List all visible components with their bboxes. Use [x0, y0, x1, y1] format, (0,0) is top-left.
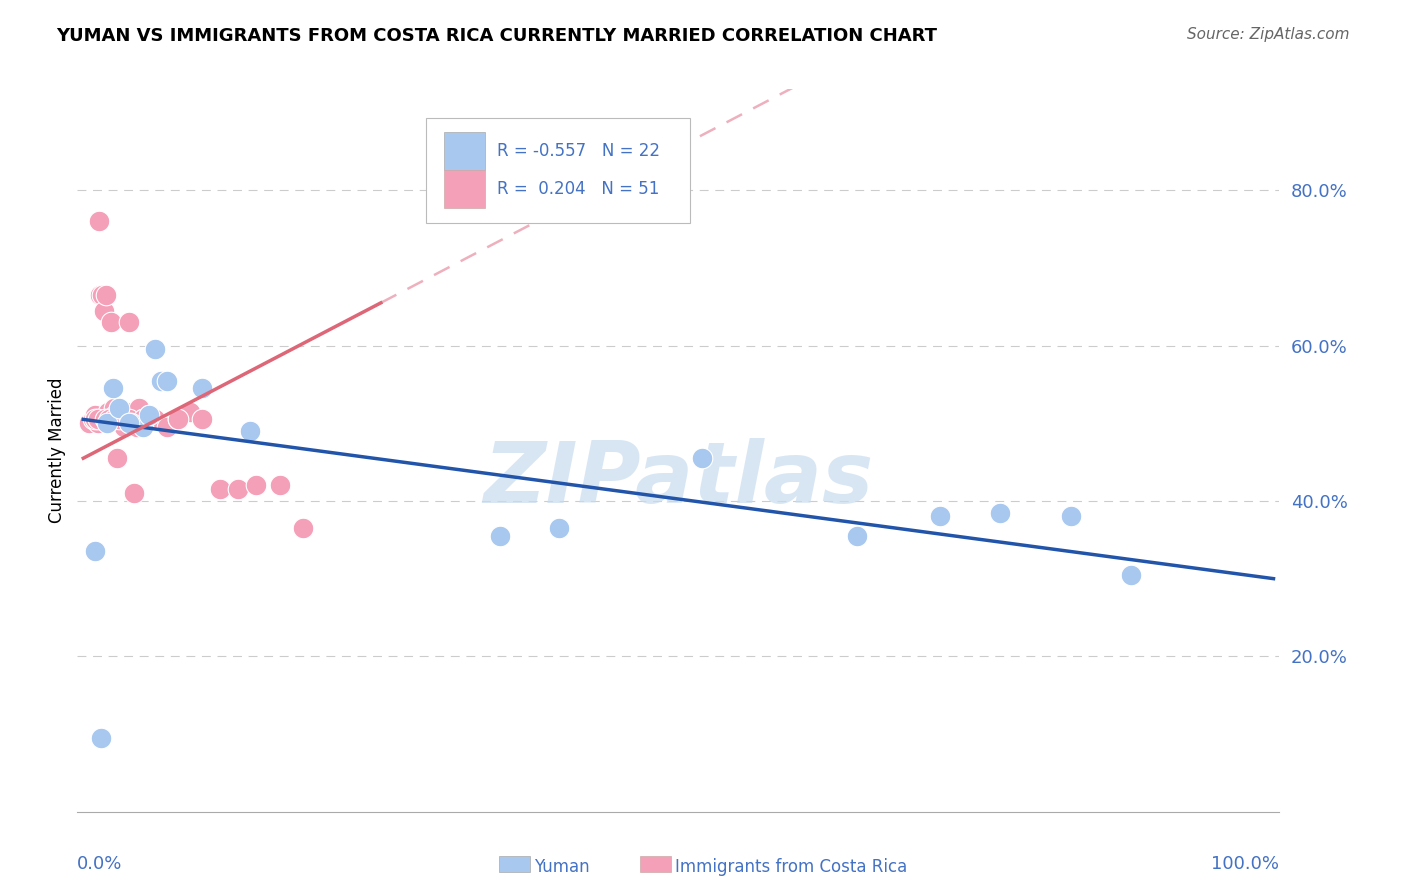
Point: [100, 315, 122, 329]
Point: [101, 412, 124, 426]
Point: [101, 381, 124, 395]
FancyBboxPatch shape: [444, 170, 485, 208]
Point: [179, 404, 201, 418]
Point: [125, 420, 148, 434]
Point: [124, 486, 146, 500]
Point: [110, 409, 132, 423]
Point: [108, 404, 131, 418]
Point: [132, 420, 155, 434]
Point: [93, 412, 115, 426]
Point: [84, 409, 107, 423]
Point: [98, 412, 121, 426]
Point: [120, 417, 142, 431]
Point: [929, 509, 952, 524]
Point: [138, 409, 160, 423]
Point: [103, 412, 125, 426]
Point: [97, 404, 120, 418]
Point: [1119, 567, 1142, 582]
Point: [239, 424, 262, 438]
Point: [91, 288, 114, 302]
Point: [90, 412, 112, 426]
Point: [143, 343, 166, 357]
Point: [117, 417, 139, 431]
Point: [988, 506, 1011, 520]
Text: R =  0.204   N = 51: R = 0.204 N = 51: [496, 180, 659, 198]
Point: [128, 401, 150, 415]
Point: [138, 409, 160, 423]
Text: ZIPatlas: ZIPatlas: [484, 438, 873, 521]
Point: [93, 412, 115, 426]
Point: [292, 521, 315, 535]
Text: 100.0%: 100.0%: [1212, 855, 1279, 873]
Point: [132, 412, 155, 426]
Text: Source: ZipAtlas.com: Source: ZipAtlas.com: [1187, 27, 1350, 42]
FancyBboxPatch shape: [426, 118, 690, 223]
Point: [86, 412, 108, 426]
Point: [107, 409, 129, 423]
Point: [115, 404, 138, 418]
Point: [155, 420, 177, 434]
Point: [143, 412, 166, 426]
Point: [548, 521, 571, 535]
Point: [112, 420, 135, 434]
Point: [209, 483, 232, 497]
Point: [226, 483, 249, 497]
Point: [98, 412, 121, 426]
Point: [149, 374, 172, 388]
Point: [1060, 509, 1083, 524]
Point: [690, 451, 713, 466]
Text: Immigrants from Costa Rica: Immigrants from Costa Rica: [675, 858, 907, 876]
Point: [87, 214, 110, 228]
Point: [101, 409, 124, 423]
Point: [108, 412, 131, 426]
Point: [132, 412, 155, 426]
Point: [96, 417, 118, 431]
Point: [90, 731, 112, 745]
Point: [489, 529, 512, 543]
Point: [117, 315, 139, 329]
Point: [120, 412, 142, 426]
Point: [167, 412, 190, 426]
Point: [89, 288, 111, 302]
Text: YUMAN VS IMMIGRANTS FROM COSTA RICA CURRENTLY MARRIED CORRELATION CHART: YUMAN VS IMMIGRANTS FROM COSTA RICA CURR…: [56, 27, 938, 45]
Point: [117, 412, 139, 426]
Text: Yuman: Yuman: [534, 858, 591, 876]
Point: [86, 417, 108, 431]
Point: [82, 412, 104, 426]
Text: R = -0.557   N = 22: R = -0.557 N = 22: [496, 142, 659, 160]
Point: [94, 288, 117, 302]
Point: [84, 544, 107, 558]
Point: [108, 401, 131, 415]
Point: [269, 478, 291, 492]
Point: [84, 412, 107, 426]
Point: [167, 412, 190, 426]
Y-axis label: Currently Married: Currently Married: [48, 377, 66, 524]
Point: [191, 381, 214, 395]
Point: [191, 412, 214, 426]
Point: [103, 401, 125, 415]
Point: [155, 374, 177, 388]
Point: [105, 451, 128, 466]
Point: [845, 529, 868, 543]
Point: [96, 409, 118, 423]
Text: 0.0%: 0.0%: [77, 855, 122, 873]
Point: [104, 409, 127, 423]
Point: [77, 417, 100, 431]
FancyBboxPatch shape: [444, 132, 485, 169]
Point: [93, 303, 115, 318]
Point: [245, 478, 267, 492]
